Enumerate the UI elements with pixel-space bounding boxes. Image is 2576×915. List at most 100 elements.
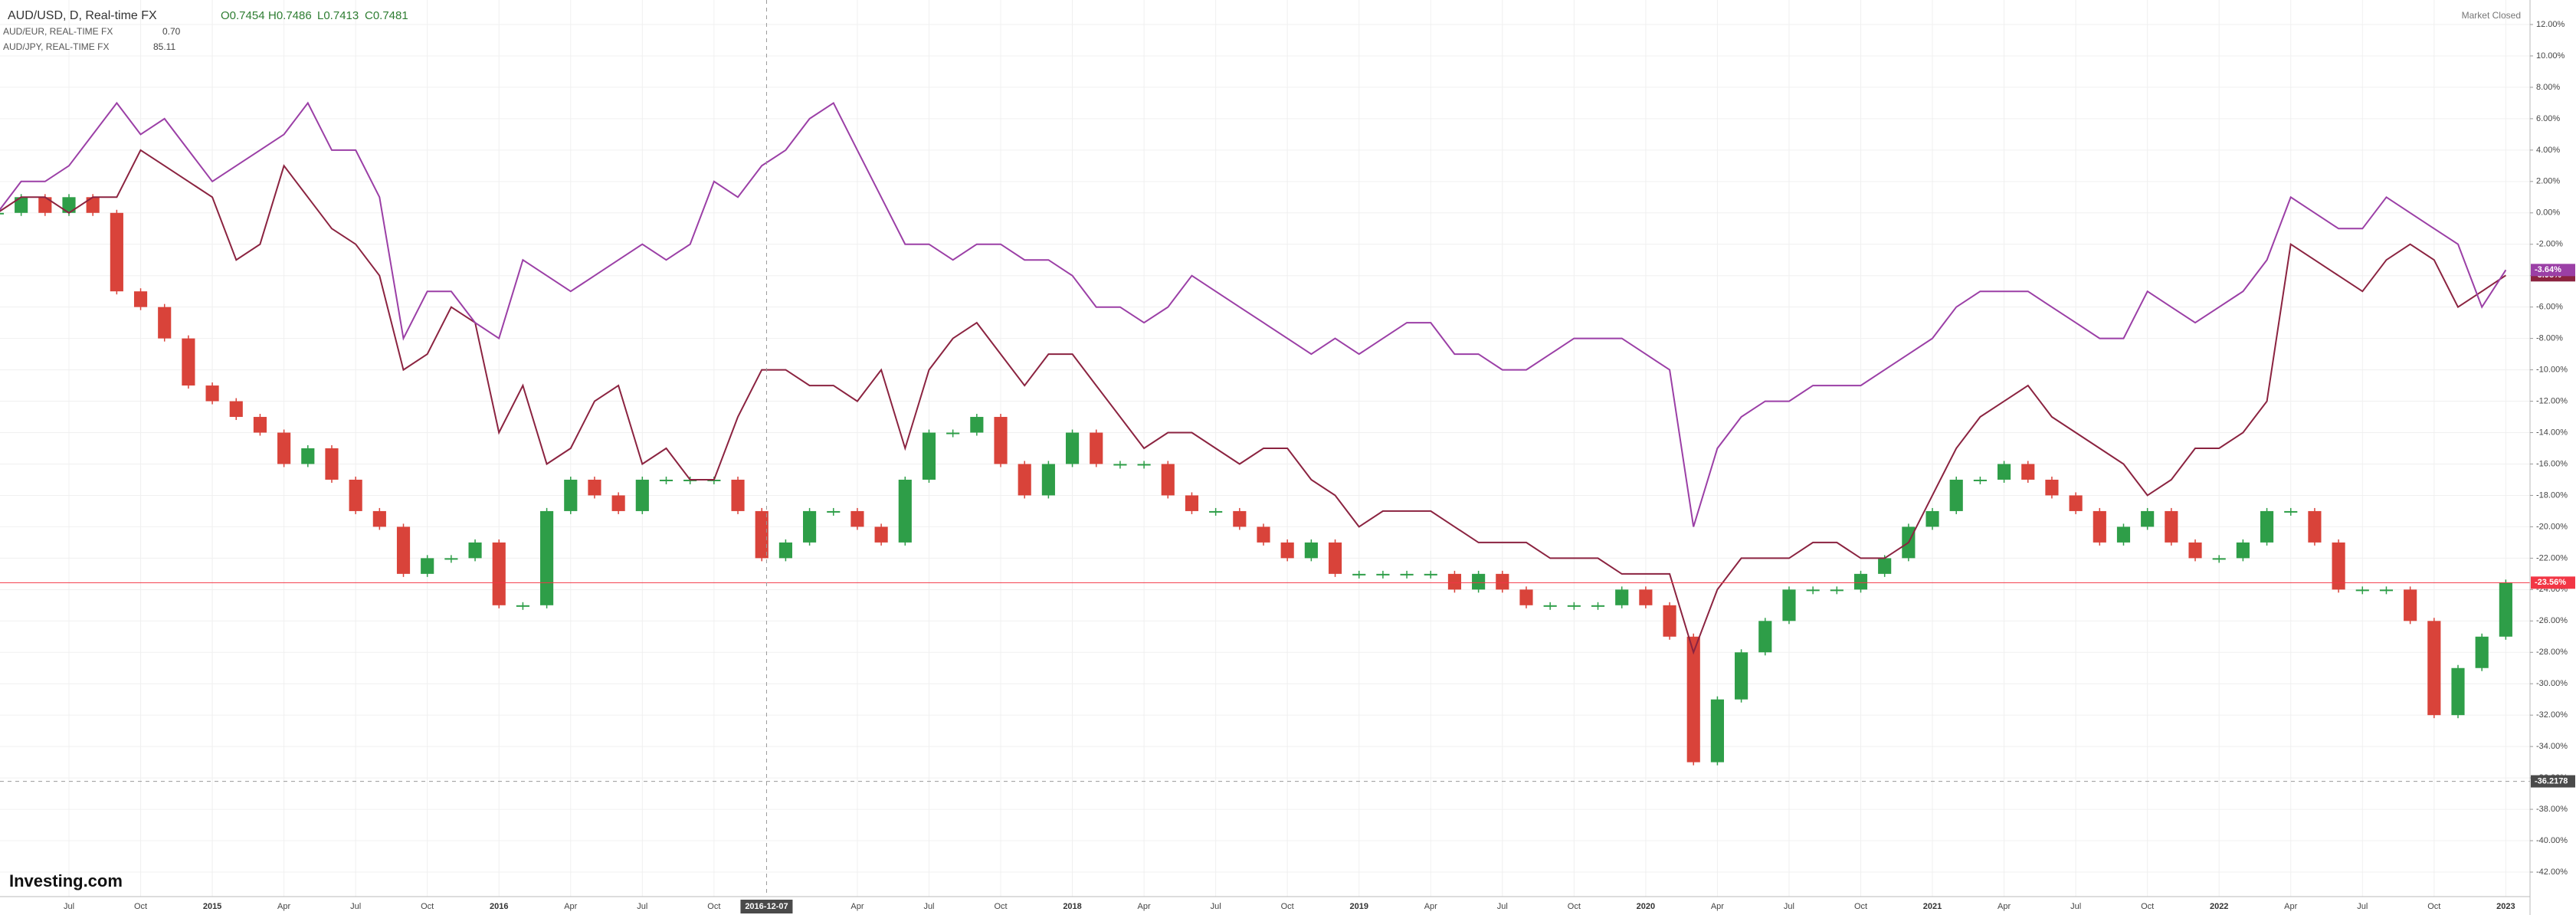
candle xyxy=(277,432,291,464)
y-tick-label: -38.00% xyxy=(2536,805,2568,814)
y-tick-label: -20.00% xyxy=(2536,522,2568,531)
x-tick-label: Oct xyxy=(1281,902,1294,911)
candle xyxy=(2475,636,2489,668)
candle xyxy=(158,307,172,339)
x-tick-label: 2021 xyxy=(1923,902,1942,911)
candle xyxy=(1424,573,1437,576)
ohlc-close: C0.7481 xyxy=(365,9,408,22)
x-tick-label: Jul xyxy=(1211,902,1221,911)
market-status: Market Closed xyxy=(2462,10,2521,21)
y-tick-label: 4.00% xyxy=(2536,146,2560,155)
candle xyxy=(182,338,195,386)
candle xyxy=(635,479,649,511)
last-value-badge xyxy=(2531,264,2575,277)
y-tick-label: -12.00% xyxy=(2536,396,2568,405)
y-tick-label: 6.00% xyxy=(2536,114,2560,123)
y-tick-label: 0.00% xyxy=(2536,208,2560,218)
candle xyxy=(2045,479,2059,496)
y-tick-label: -32.00% xyxy=(2536,710,2568,720)
candle xyxy=(229,401,243,418)
x-tick-label: Oct xyxy=(421,902,434,911)
candle xyxy=(2212,558,2226,560)
candle xyxy=(1400,573,1414,576)
candle xyxy=(0,212,5,215)
x-tick-label: Apr xyxy=(1138,902,1151,911)
series-line xyxy=(0,101,2507,527)
candle xyxy=(1686,636,1700,762)
candle xyxy=(38,197,52,213)
x-tick-label: Oct xyxy=(134,902,147,911)
legend-quote: 85.11 xyxy=(153,41,175,52)
candle xyxy=(2427,621,2441,716)
candle xyxy=(1878,558,1892,574)
candle xyxy=(1352,573,1366,576)
candle xyxy=(1161,464,1175,496)
x-tick-label: Apr xyxy=(1998,902,2011,911)
x-tick-label: 2018 xyxy=(1063,902,1081,911)
legend: AUD/USD, D, Real-time FX O0.7454 H0.7486… xyxy=(3,9,408,52)
candle xyxy=(827,510,841,513)
candle xyxy=(2021,464,2035,480)
x-tick-label: Oct xyxy=(707,902,720,911)
candle xyxy=(2188,542,2202,559)
y-tick-label: -42.00% xyxy=(2536,867,2568,877)
candle xyxy=(2069,495,2083,511)
candle xyxy=(1376,573,1390,576)
candle xyxy=(1543,605,1557,607)
candle xyxy=(803,510,817,543)
candle xyxy=(1328,542,1342,574)
last-value-label: -23.56% xyxy=(2535,578,2566,587)
candle xyxy=(1639,589,1653,605)
y-tick-label: -30.00% xyxy=(2536,679,2568,688)
candle xyxy=(946,432,960,435)
candle xyxy=(492,542,506,605)
y-tick-label: -6.00% xyxy=(2536,303,2563,312)
candle xyxy=(1830,589,1844,592)
candle xyxy=(1925,510,1939,527)
candle xyxy=(2332,542,2345,590)
candle xyxy=(731,479,745,511)
y-tick-label: 10.00% xyxy=(2536,51,2565,61)
candle xyxy=(1065,432,1080,464)
candle xyxy=(970,417,984,433)
candle xyxy=(874,526,888,543)
legend-quote: 0.70 xyxy=(162,26,181,37)
candle xyxy=(444,558,458,560)
x-tick-label: Apr xyxy=(1711,902,1724,911)
candle xyxy=(1758,621,1772,653)
x-tick-label: 2015 xyxy=(203,902,221,911)
ohlc-low: L0.7413 xyxy=(317,9,359,22)
x-tick-label: Oct xyxy=(994,902,1007,911)
candle xyxy=(2451,667,2465,716)
x-tick-label: 2019 xyxy=(1349,902,1368,911)
axes: 12.00% 10.00% 8.00% 6.00% 4.00% 2.00% 0.00% -2.… xyxy=(64,20,2575,913)
y-tick-label: -2.00% xyxy=(2536,240,2563,249)
candle xyxy=(2308,510,2322,543)
candle xyxy=(1185,495,1199,511)
ohlc-open: O0.7454 xyxy=(221,9,265,22)
candle xyxy=(540,510,554,605)
crosshair-x-label: 2016-12-07 xyxy=(745,902,788,911)
x-tick-label: Apr xyxy=(277,902,290,911)
candle xyxy=(1806,589,1820,592)
candle xyxy=(1113,464,1127,466)
crosshair-y-label: -36.2178 xyxy=(2535,776,2568,785)
y-tick-label: -34.00% xyxy=(2536,742,2568,751)
candle xyxy=(1090,432,1103,464)
x-tick-label: Jul xyxy=(923,902,934,911)
candle xyxy=(1973,479,1987,481)
y-tick-label: -10.00% xyxy=(2536,365,2568,374)
x-tick-label: 2020 xyxy=(1637,902,1655,911)
x-tick-label: Apr xyxy=(1424,902,1437,911)
y-tick-label: -16.00% xyxy=(2536,459,2568,468)
candle xyxy=(1782,589,1796,621)
y-tick-label: 12.00% xyxy=(2536,20,2565,29)
x-tick-label: Oct xyxy=(2141,902,2154,911)
candle xyxy=(922,432,936,480)
candle xyxy=(1710,699,1724,762)
y-tick-label: -14.00% xyxy=(2536,428,2568,437)
candle xyxy=(133,291,148,307)
crosshair-x-badge xyxy=(740,900,793,913)
candle xyxy=(301,448,315,464)
